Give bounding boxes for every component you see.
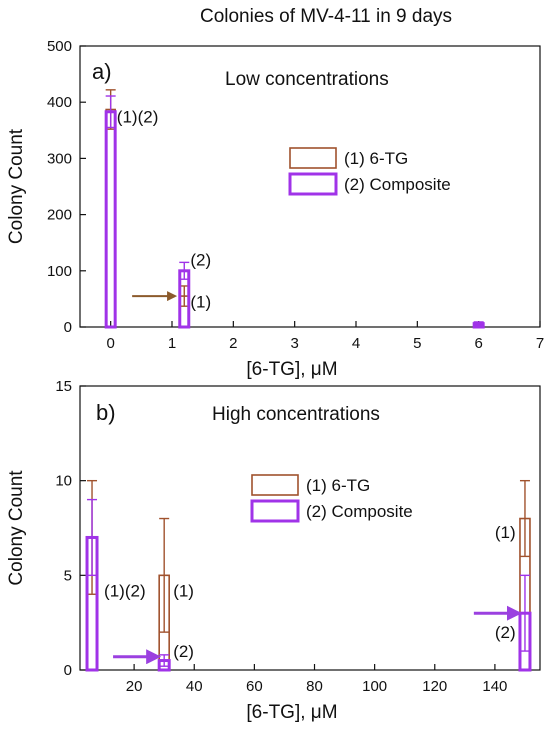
y-tick-label: 100 <box>47 263 72 280</box>
y-axis-title: Colony Count <box>6 128 27 244</box>
x-tick-label: 6 <box>474 335 482 352</box>
legend-swatch-six_tg <box>289 147 337 169</box>
x-tick-label: 40 <box>186 678 203 695</box>
bar-annotation: (2) <box>190 251 211 270</box>
panel-subtitle: Low concentrations <box>225 69 389 90</box>
panel-a: 0 100 200 300 400 500 0 1 2 3 4 5 6 7 [6-TG], μM Colony… <box>6 38 544 380</box>
panel-label: a) <box>92 59 112 84</box>
plot-frame <box>79 45 541 328</box>
y-tick-label: 5 <box>64 567 72 584</box>
bar-composite <box>104 110 117 329</box>
legend-label-composite: (2) Composite <box>344 175 451 194</box>
bar-annotation: (2) <box>495 623 516 642</box>
y-tick-label: 400 <box>47 94 72 111</box>
x-tick-label: 5 <box>413 335 421 352</box>
bar-annotation: (1) <box>495 523 516 542</box>
panel-b: 0 5 10 15 20 40 60 80 100 120 140 [6-TG], μM Colony … <box>6 378 541 723</box>
x-axis-title: [6-TG], μM <box>246 702 337 723</box>
legend-label-six_tg: (1) 6-TG <box>306 476 370 495</box>
y-tick-label: 300 <box>47 150 72 167</box>
y-tick-label: 10 <box>55 473 72 490</box>
legend-label-six_tg: (1) 6-TG <box>344 149 408 168</box>
y-tick-label: 0 <box>64 319 72 336</box>
x-tick-label: 120 <box>422 678 447 695</box>
x-tick-label: 1 <box>168 335 176 352</box>
y-tick-label: 15 <box>55 378 72 395</box>
x-tick-label: 0 <box>106 335 114 352</box>
legend-swatch-composite <box>250 499 300 523</box>
x-tick-label: 3 <box>290 335 298 352</box>
x-tick-label: 2 <box>229 335 237 352</box>
y-tick-label: 200 <box>47 207 72 224</box>
x-axis-title: [6-TG], μM <box>246 359 337 380</box>
y-axis-title: Colony Count <box>6 470 27 586</box>
y-tick-label: 500 <box>47 38 72 55</box>
x-tick-label: 7 <box>536 335 544 352</box>
y-tick-label: 0 <box>64 662 72 679</box>
legend-label-composite: (2) Composite <box>306 502 413 521</box>
bar-annotation: (2) <box>173 642 194 661</box>
bar-annotation: (1)(2) <box>117 107 159 126</box>
x-tick-label: 60 <box>246 678 263 695</box>
legend-swatch-composite <box>288 172 338 196</box>
x-tick-label: 80 <box>306 678 323 695</box>
panel-label: b) <box>96 400 116 425</box>
main-title: Colonies of MV-4-11 in 9 days <box>200 6 452 27</box>
bar-annotation: (1) <box>190 293 211 312</box>
bar-annotation: (1)(2) <box>104 581 146 600</box>
x-tick-label: 20 <box>126 678 143 695</box>
x-tick-label: 140 <box>482 678 507 695</box>
legend-swatch-six_tg <box>251 474 299 496</box>
x-tick-label: 4 <box>352 335 360 352</box>
x-tick-label: 100 <box>362 678 387 695</box>
plot-frame <box>79 385 541 671</box>
panel-subtitle: High concentrations <box>212 404 380 425</box>
bar-annotation: (1) <box>173 581 194 600</box>
